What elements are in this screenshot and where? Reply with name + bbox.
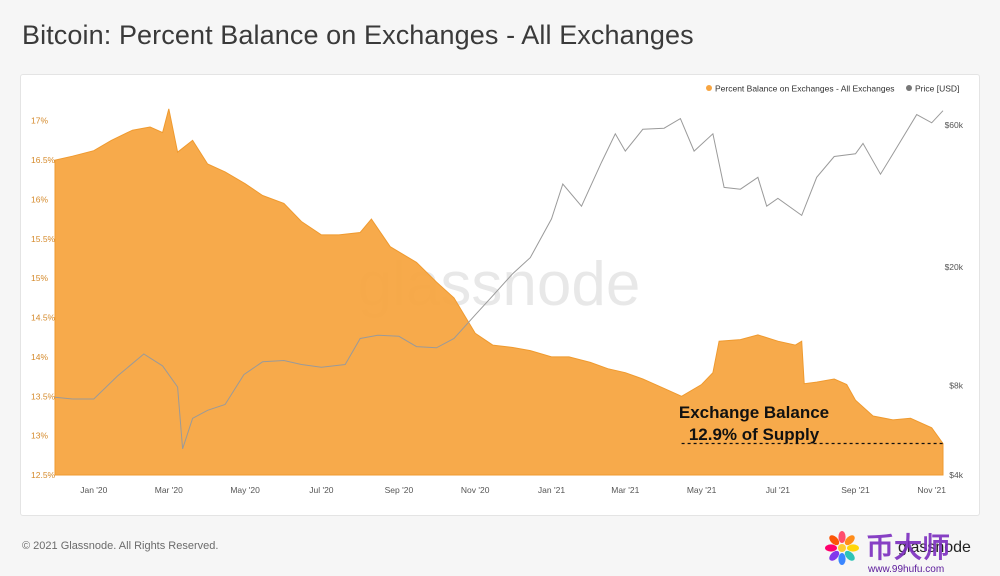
price-line	[54, 110, 944, 449]
brand-badge-url: www.99hufu.com	[867, 564, 944, 575]
x-tick-label: May '20	[230, 485, 260, 495]
brand-badge: glassnode 币大师 www.99hufu.com	[825, 531, 971, 575]
left-tick-label: 13%	[31, 431, 48, 441]
chart-svg: glassnode 12.5%13%13.5%14%14.5%15%15.5%1…	[31, 84, 964, 496]
page-title: Bitcoin: Percent Balance on Exchanges - …	[22, 20, 694, 50]
right-tick-label: $20k	[945, 262, 964, 272]
x-tick-label: Sep '21	[841, 485, 870, 495]
x-tick-label: Jan '21	[538, 485, 565, 495]
left-tick-label: 13.5%	[31, 391, 56, 401]
left-tick-label: 14.5%	[31, 313, 56, 323]
x-tick-label: May '21	[687, 485, 717, 495]
balance-area-layer	[54, 108, 944, 476]
right-tick-label: $4k	[949, 470, 963, 480]
legend[interactable]: Percent Balance on Exchanges - All Excha…	[706, 84, 959, 94]
left-tick-label: 14%	[31, 352, 48, 362]
annotation: Exchange Balance 12.9% of Supply	[679, 403, 943, 445]
x-tick-label: Jul '20	[309, 485, 334, 495]
left-tick-label: 16%	[31, 195, 48, 205]
legend-item-balance[interactable]: Percent Balance on Exchanges - All Excha…	[706, 84, 895, 94]
left-tick-label: 17%	[31, 116, 48, 126]
footer-brand-text: glassnode	[898, 539, 971, 556]
balance-area	[54, 108, 944, 476]
right-axis: $4k $8k $20k $60k	[945, 120, 964, 480]
flower-logo-icon	[825, 531, 859, 565]
legend-swatch-balance	[706, 85, 712, 91]
x-tick-label: Jan '20	[80, 485, 107, 495]
legend-item-price[interactable]: Price [USD]	[906, 84, 959, 94]
annotation-line-1: Exchange Balance	[679, 403, 829, 422]
x-tick-label: Nov '20	[461, 485, 490, 495]
legend-swatch-price	[906, 85, 912, 91]
legend-label-price: Price [USD]	[915, 84, 959, 94]
right-tick-label: $60k	[945, 120, 964, 130]
left-tick-label: 12.5%	[31, 470, 56, 480]
left-axis: 12.5% 13% 13.5% 14% 14.5% 15% 15.5% 16% 16.5% 17%	[31, 116, 56, 480]
price-line-layer	[54, 110, 944, 449]
x-tick-label: Sep '20	[385, 485, 414, 495]
legend-label-balance: Percent Balance on Exchanges - All Excha…	[715, 84, 895, 94]
right-tick-label: $8k	[949, 380, 963, 390]
left-tick-label: 15%	[31, 273, 48, 283]
x-tick-label: Jul '21	[766, 485, 791, 495]
chart-card: glassnode 12.5% 13% 13.5% 14% 14.5% 15% 15.5% 1…	[20, 74, 980, 516]
x-tick-label: Mar '21	[611, 485, 639, 495]
x-tick-label: Mar '20	[155, 485, 183, 495]
left-tick-label: 16.5%	[31, 155, 56, 165]
brand-badge-name: 币大师	[866, 531, 950, 564]
left-tick-label: 15.5%	[31, 234, 56, 244]
copyright-text: © 2021 Glassnode. All Rights Reserved.	[22, 540, 219, 552]
x-tick-label: Nov '21	[917, 485, 946, 495]
bottom-axis: Jan '20 Mar '20 May '20 Jul '20 Sep '20 Nov '…	[80, 485, 946, 495]
annotation-line-2: 12.9% of Supply	[689, 425, 820, 444]
